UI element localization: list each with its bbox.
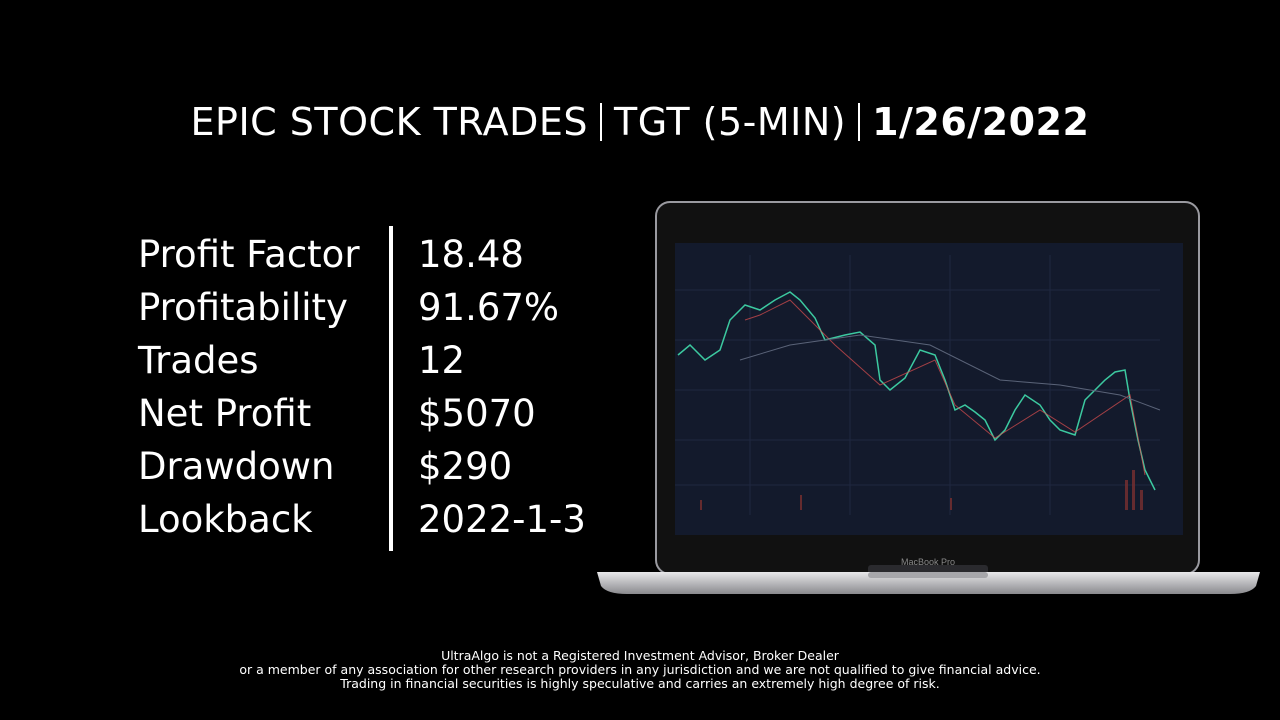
title-bar: EPIC STOCK TRADES TGT (5-MIN) 1/26/2022 <box>0 100 1280 144</box>
stat-label: Profitability <box>138 286 348 329</box>
stat-value: $290 <box>418 445 513 488</box>
stat-value: 18.48 <box>418 233 524 276</box>
stat-row: Trades 12 <box>138 334 465 387</box>
title: EPIC STOCK TRADES <box>190 100 589 144</box>
screen-price-line <box>677 291 1156 491</box>
stat-row: Profit Factor 18.48 <box>138 228 524 281</box>
stat-value: 91.67% <box>418 286 560 329</box>
screen-volume <box>700 470 1143 510</box>
date: 1/26/2022 <box>872 100 1090 144</box>
screen-price-line <box>744 299 1146 476</box>
laptop-base <box>597 572 1260 594</box>
stat-value: 2022-1-3 <box>418 498 586 541</box>
hinge <box>868 565 988 574</box>
laptop-label: MacBook Pro <box>901 557 955 567</box>
stat-label: Trades <box>138 339 259 382</box>
ticker: TGT (5-MIN) <box>614 100 847 144</box>
laptop: MacBook Pro <box>597 201 1260 594</box>
stat-value: 12 <box>418 339 466 382</box>
separator <box>600 103 603 141</box>
screen-grid <box>675 255 1160 515</box>
notch <box>868 572 988 578</box>
disclaimer-line: or a member of any association for other… <box>239 662 1041 677</box>
laptop-screen <box>675 243 1183 535</box>
disclaimer-line: Trading in financial securities is highl… <box>340 676 940 691</box>
separator <box>858 103 861 141</box>
disclaimer: UltraAlgo is not a Registered Investment… <box>0 649 1280 691</box>
stats-table: Profit Factor 18.48 Profitability 91.67% Tra… <box>138 228 586 546</box>
stat-label: Net Profit <box>138 392 312 435</box>
stat-row: Profitability 91.67% <box>138 281 559 334</box>
divider <box>389 226 393 551</box>
stat-label: Drawdown <box>138 445 335 488</box>
stat-row: Drawdown $290 <box>138 440 512 493</box>
stat-row: Lookback 2022-1-3 <box>138 493 586 546</box>
screen-average <box>739 334 1161 411</box>
stat-row: Net Profit $5070 <box>138 387 536 440</box>
stat-value: $5070 <box>418 392 536 435</box>
stat-label: Lookback <box>138 498 313 541</box>
stat-label: Profit Factor <box>138 233 360 276</box>
disclaimer-line: UltraAlgo is not a Registered Investment… <box>441 648 839 663</box>
